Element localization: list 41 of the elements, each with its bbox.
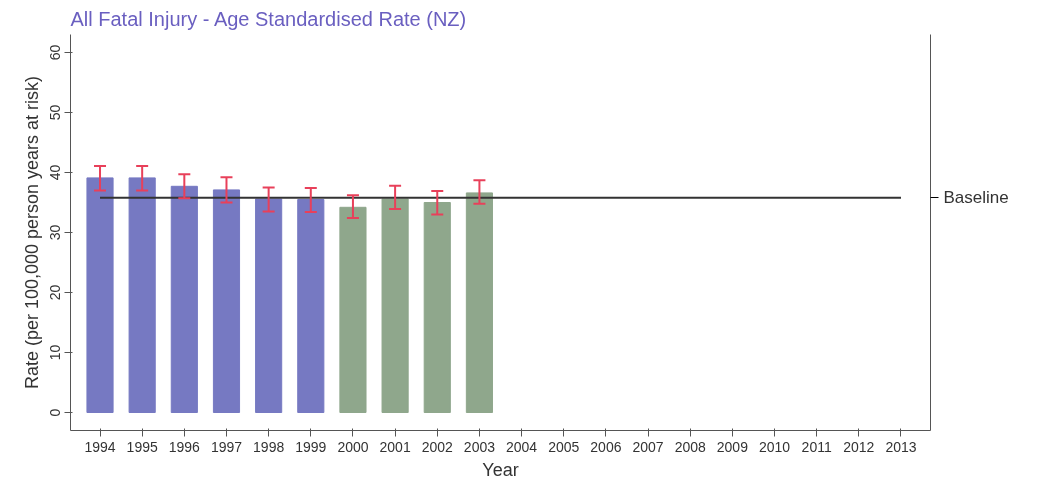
x-tick-label: 1996 <box>168 438 201 455</box>
x-tick-label: 2013 <box>885 438 917 455</box>
bar <box>255 198 283 413</box>
x-tick-label: 2011 <box>801 438 832 455</box>
bar <box>381 198 409 413</box>
bar <box>170 185 198 413</box>
x-tick-label: 2008 <box>674 438 706 455</box>
y-tick-label: 60 <box>46 44 63 61</box>
y-tick-label: 50 <box>46 104 63 121</box>
bar <box>128 177 156 413</box>
chart-title: All Fatal Injury - Age Standardised Rate (NZ) <box>70 7 467 30</box>
x-tick-label: 2000 <box>337 438 369 455</box>
x-tick-label: 2006 <box>590 438 622 455</box>
x-tick-label: 2003 <box>463 438 496 455</box>
bar <box>86 177 114 413</box>
ref-line-label: Baseline <box>943 188 1009 208</box>
x-tick-label: 1994 <box>84 438 116 455</box>
x-tick-label: 2004 <box>506 438 538 455</box>
y-tick-label: 20 <box>46 284 63 301</box>
bar <box>212 189 241 413</box>
y-tick-label: 40 <box>46 164 63 181</box>
x-tick-label: 2002 <box>421 438 454 455</box>
x-tick-label: 2010 <box>758 438 791 455</box>
x-axis-title: Year <box>482 459 519 480</box>
y-tick-label: 30 <box>46 224 63 241</box>
x-tick-label: 1998 <box>253 438 285 455</box>
bar <box>423 202 451 413</box>
bar <box>339 206 367 413</box>
x-tick-label: 1997 <box>210 438 243 455</box>
x-tick-label: 1999 <box>295 438 327 455</box>
x-tick-label: 2012 <box>843 438 875 455</box>
y-tick-label: 0 <box>46 408 63 417</box>
y-tick-label: 10 <box>46 344 63 361</box>
bar <box>465 192 493 413</box>
x-tick-label: 2001 <box>379 438 411 455</box>
x-tick-label: 1995 <box>126 438 158 455</box>
y-axis-title: Rate (per 100,000 person years at risk) <box>21 75 42 390</box>
x-tick-label: 2009 <box>716 438 749 455</box>
bar <box>297 199 325 413</box>
x-tick-label: 2005 <box>548 438 580 455</box>
x-tick-label: 2007 <box>632 438 664 455</box>
